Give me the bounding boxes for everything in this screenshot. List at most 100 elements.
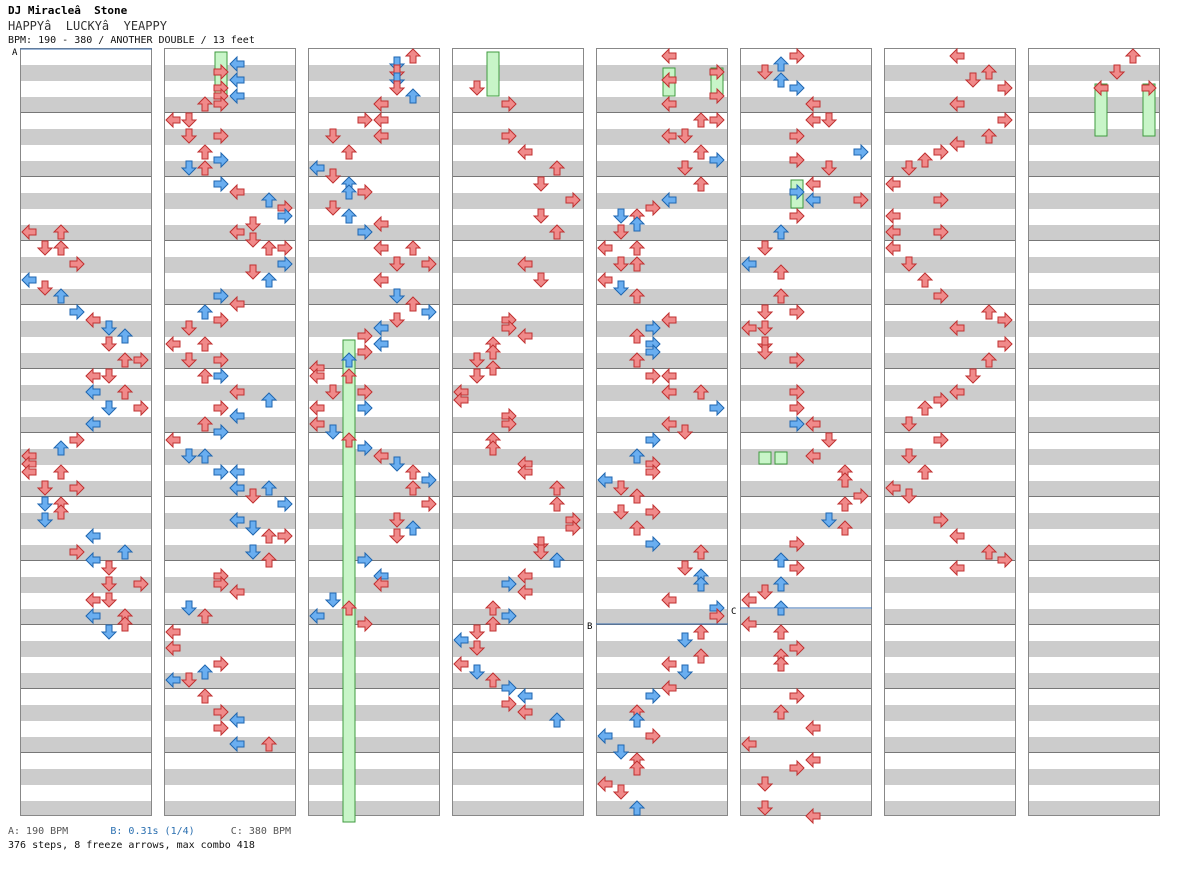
measure-line xyxy=(1029,688,1159,689)
measure-line xyxy=(1029,112,1159,113)
measure-line xyxy=(309,688,439,689)
chart-column-6 xyxy=(740,48,872,816)
measure-line xyxy=(165,752,295,753)
measure-line xyxy=(1029,368,1159,369)
marker-a: A xyxy=(12,48,18,58)
measure-line xyxy=(597,496,727,497)
measure-line xyxy=(165,176,295,177)
chart-column-7 xyxy=(884,48,1016,816)
measure-line xyxy=(885,752,1015,753)
chart-column-4 xyxy=(452,48,584,816)
measure-line xyxy=(741,176,871,177)
chart-meta: BPM: 190 - 380 / ANOTHER DOUBLE / 13 fee… xyxy=(8,35,255,46)
measure-line xyxy=(165,560,295,561)
measure-line xyxy=(309,304,439,305)
measure-line xyxy=(597,560,727,561)
measure-line xyxy=(453,752,583,753)
bpm-a-text: A: 190 BPM xyxy=(8,826,69,837)
measure-line xyxy=(1029,432,1159,433)
measure-line xyxy=(885,240,1015,241)
measure-line xyxy=(165,368,295,369)
bpm-c-text: C: 380 BPM xyxy=(230,826,292,837)
measure-line xyxy=(741,432,871,433)
measure-line xyxy=(309,368,439,369)
measure-line xyxy=(597,304,727,305)
measure-line xyxy=(885,304,1015,305)
song-title: HAPPYâ LUCKYâ YEAPPY xyxy=(8,19,167,33)
measure-line xyxy=(165,432,295,433)
chart-column-2 xyxy=(164,48,296,816)
measure-line xyxy=(165,304,295,305)
measure-line xyxy=(309,112,439,113)
measure-line xyxy=(21,752,151,753)
measure-line xyxy=(885,368,1015,369)
measure-line xyxy=(309,496,439,497)
measure-line xyxy=(165,240,295,241)
measure-line xyxy=(741,496,871,497)
measure-line xyxy=(21,176,151,177)
measure-line xyxy=(597,752,727,753)
measure-line xyxy=(885,560,1015,561)
measure-line xyxy=(885,496,1015,497)
measure-line xyxy=(21,432,151,433)
measure-line xyxy=(885,176,1015,177)
measure-line xyxy=(309,176,439,177)
measure-line xyxy=(741,688,871,689)
measure-line xyxy=(1029,752,1159,753)
measure-line xyxy=(21,240,151,241)
measure-line xyxy=(597,176,727,177)
measure-line xyxy=(597,432,727,433)
measure-line xyxy=(453,432,583,433)
measure-line xyxy=(1029,240,1159,241)
measure-line xyxy=(741,240,871,241)
measure-line xyxy=(165,496,295,497)
measure-line xyxy=(885,112,1015,113)
chart-column-5 xyxy=(596,48,728,816)
measure-line xyxy=(597,240,727,241)
measure-line xyxy=(741,624,871,625)
measure-line xyxy=(21,624,151,625)
measure-line xyxy=(1029,560,1159,561)
measure-line xyxy=(1029,624,1159,625)
measure-line xyxy=(453,560,583,561)
chart-column-1 xyxy=(20,48,152,816)
chart-column-3 xyxy=(308,48,440,816)
measure-line xyxy=(309,752,439,753)
measure-line xyxy=(21,560,151,561)
measure-line xyxy=(453,176,583,177)
measure-line xyxy=(165,624,295,625)
measure-line xyxy=(21,368,151,369)
bpm-b-text: B: 0.31s (1/4) xyxy=(110,826,195,837)
song-artist: DJ Miracleâ Stone xyxy=(8,4,128,17)
marker-b: B xyxy=(587,622,593,632)
chart-column-8 xyxy=(1028,48,1160,816)
measure-line xyxy=(21,304,151,305)
measure-line xyxy=(597,368,727,369)
measure-line xyxy=(21,496,151,497)
marker-c: C xyxy=(731,607,737,617)
measure-line xyxy=(741,560,871,561)
measure-line xyxy=(453,496,583,497)
measure-line xyxy=(741,752,871,753)
measure-line xyxy=(21,112,151,113)
measure-line xyxy=(885,624,1015,625)
measure-line xyxy=(309,240,439,241)
measure-line xyxy=(741,368,871,369)
measure-line xyxy=(21,688,151,689)
chart-stats: 376 steps, 8 freeze arrows, max combo 41… xyxy=(8,840,255,851)
measure-line xyxy=(741,112,871,113)
measure-line xyxy=(165,688,295,689)
measure-line xyxy=(1029,176,1159,177)
measure-line xyxy=(309,624,439,625)
measure-line xyxy=(309,560,439,561)
measure-line xyxy=(453,304,583,305)
measure-line xyxy=(597,624,727,625)
measure-line xyxy=(1029,304,1159,305)
measure-line xyxy=(453,240,583,241)
bpm-legend: A: 190 BPM B: 0.31s (1/4) C: 380 BPM xyxy=(8,826,291,837)
measure-line xyxy=(309,432,439,433)
measure-line xyxy=(453,368,583,369)
measure-line xyxy=(453,112,583,113)
measure-line xyxy=(597,112,727,113)
measure-line xyxy=(165,112,295,113)
